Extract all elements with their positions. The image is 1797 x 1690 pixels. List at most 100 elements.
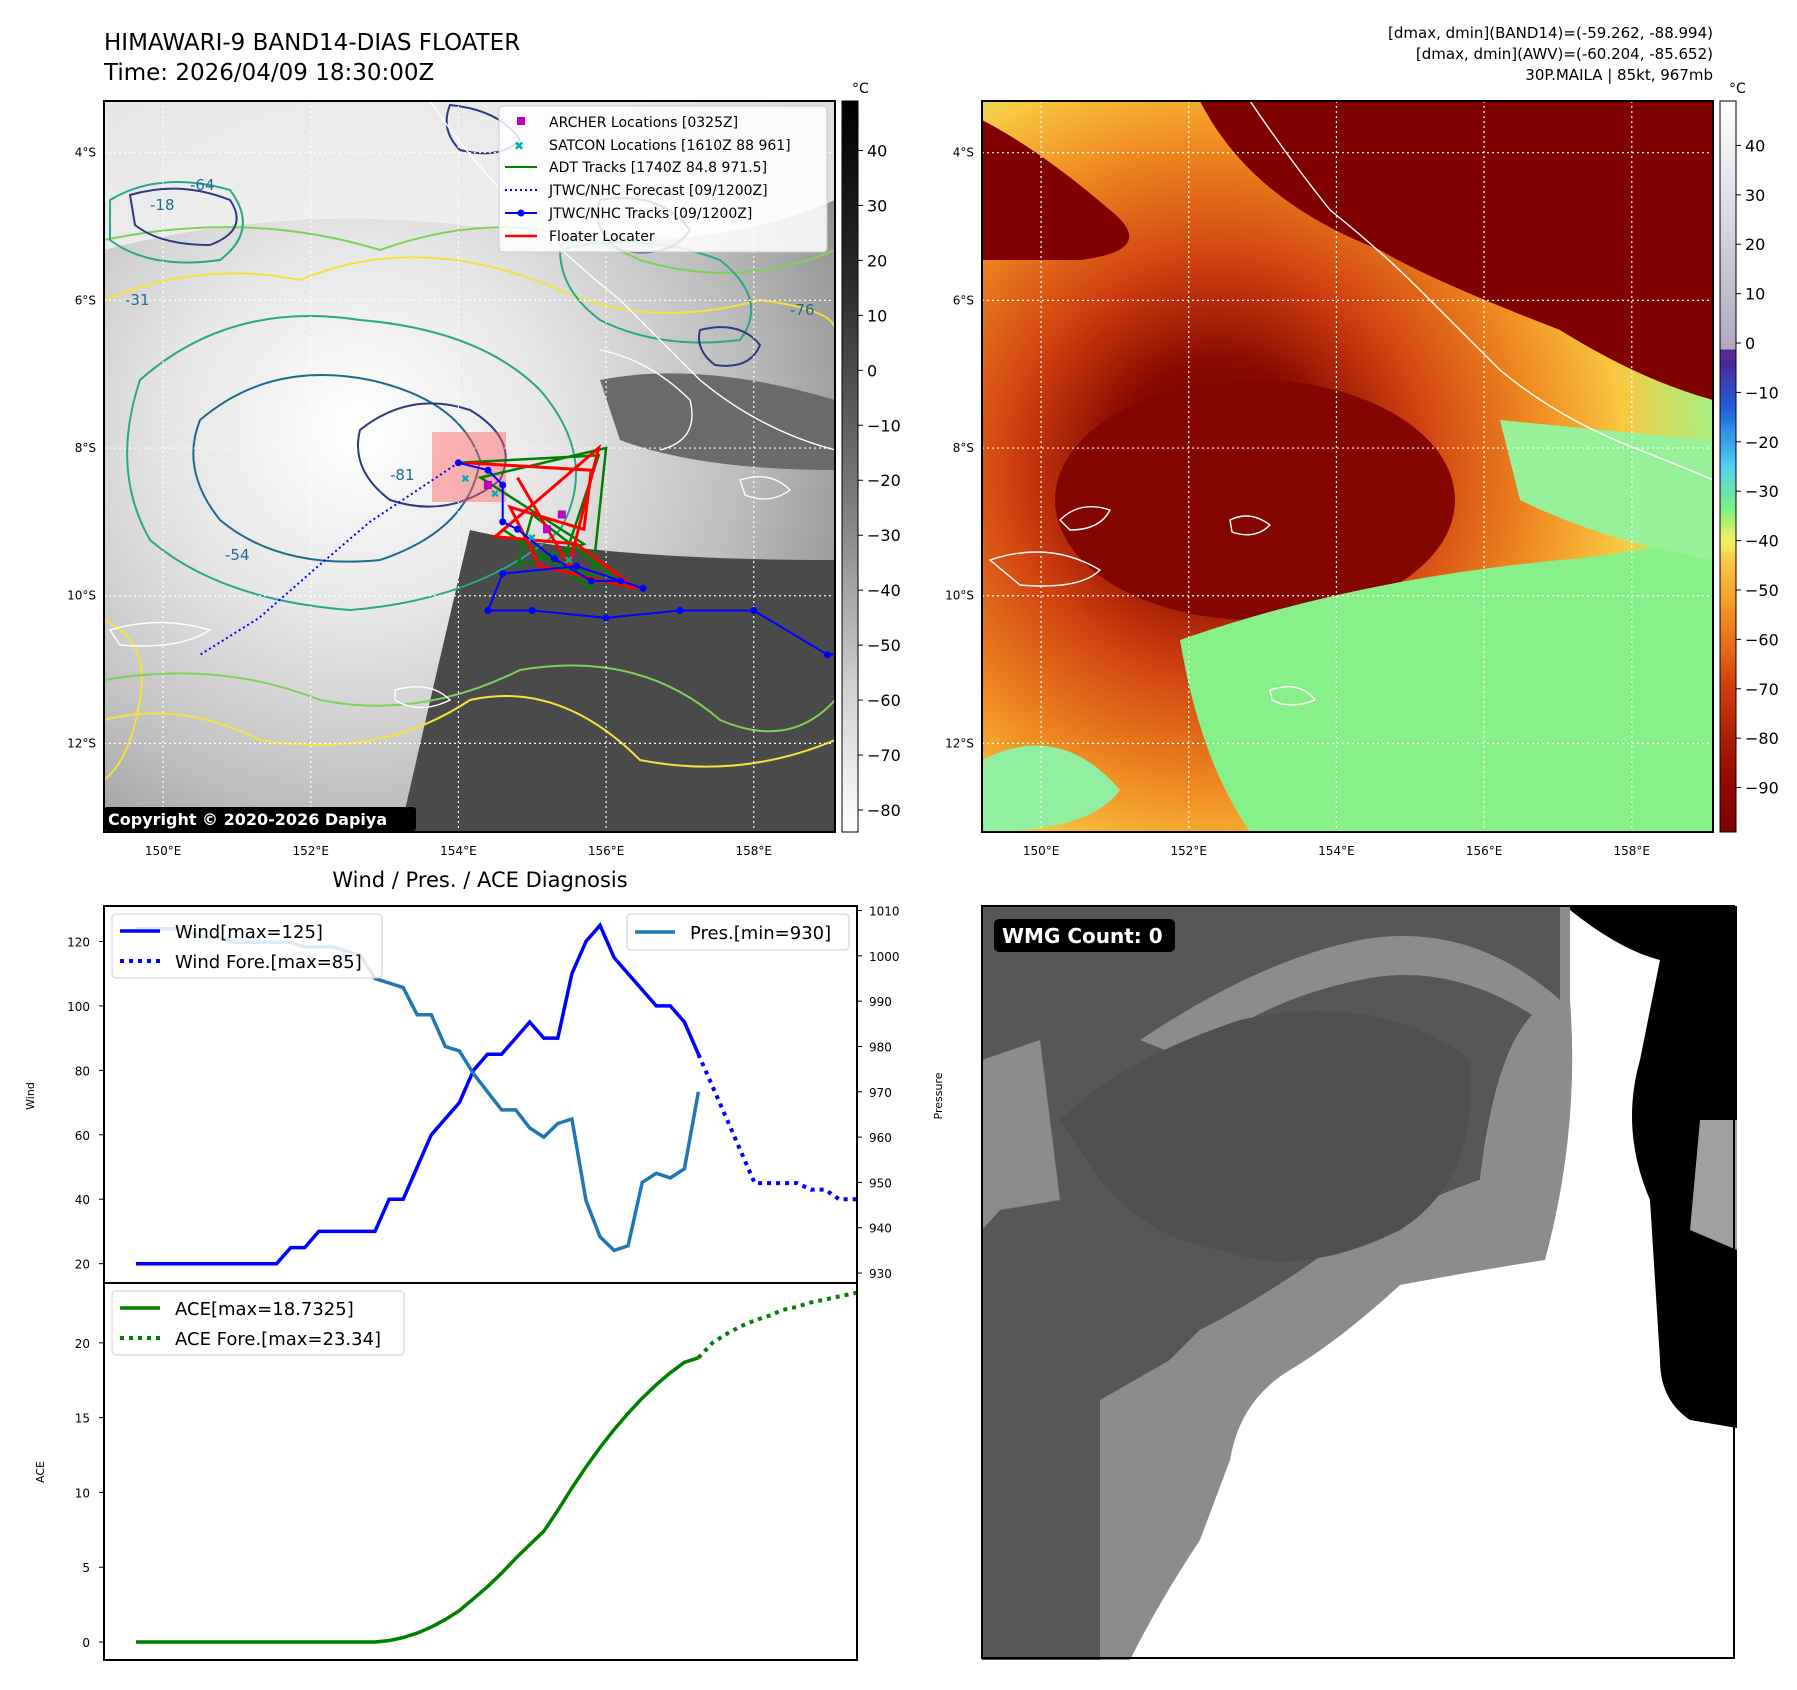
wind-tick-label: 80 [75,1064,90,1078]
wind-tick-label: 60 [75,1129,90,1143]
gridlines [104,101,835,832]
wmg-dark-gray-core [1060,1011,1472,1262]
colorbar-tick-label: −70 [867,746,901,765]
colorbar-tick-label: 10 [867,306,887,325]
jtwc-track-point [676,606,684,614]
gray-colorbar-ticks: 40 30 20 10 0 −10 −20 −30 −40 −50 −60 −70 −80 [858,141,901,820]
satcon-point: ✖ [527,532,536,545]
wind-axis-label: Wind [24,1082,37,1110]
awv-map-panel: 150°E 152°E 154°E 156°E 158°E 4°S 6°S 8°S 10°S 12… [945,100,1714,858]
eyewall-cold-ring [1055,380,1455,620]
colorbar-tick-label: −60 [867,691,901,710]
jtwc-track-point [824,651,832,659]
legend-floater: Floater Locater [549,229,655,245]
coastline [599,349,693,451]
ace-forecast-series-line [696,1290,857,1360]
wind-pressure-panel: 20 40 60 80 100 120 930 940 950 960 970 980 990 1000… [24,905,945,1284]
colorbar-tick-label: −60 [1745,630,1779,649]
lon-tick-label: 150°E [145,844,182,858]
ace-panel-frame [103,1282,858,1661]
satcon-point: ✖ [490,487,499,500]
floater-locator-box [432,432,506,502]
color-colorbar-ticks: 40 30 20 10 0 −10 −20 −30 −40 −50 −60 −70 −80 −90 [1736,136,1779,798]
pressure-legend: Pres.[min=930] [626,913,850,951]
colorbar-tick-label: −10 [1745,383,1779,402]
pressure-tick-label: 970 [869,1086,892,1100]
coastline [1059,506,1111,531]
colorbar-tick-label: −30 [867,526,901,545]
contour-value-label: -76 [790,301,815,319]
ace-axis-ticks: 0 5 10 15 20 [75,1337,104,1650]
ace-legend-label: ACE[max=18.7325] [175,1299,354,1320]
map-legend: ARCHER Locations [0325Z] ✖ SATCON Locati… [498,105,828,253]
colorbar-tick-label: −80 [1745,729,1779,748]
wind-fore-legend-label: Wind Fore.[max=85] [175,952,362,973]
wind-tick-label: 40 [75,1193,90,1207]
jtwc-track-point [639,584,647,592]
colorbar-tick-label: 10 [1745,285,1765,304]
storm-tracks: ✖ ✖ ✖ ✖ [199,443,835,659]
map-legend-box [498,105,828,253]
ace-tick-label: 15 [75,1412,90,1426]
ace-legend-box [111,1290,405,1356]
wind-forecast-series-line [696,1053,857,1202]
wmg-black-region [1570,906,1737,1428]
lat-tick-label: 8°S [953,441,974,455]
jtwc-track-point [499,481,507,489]
coastline [108,621,212,647]
wmg-light-gray-notch [1690,1120,1737,1250]
jtwc-track-point [750,606,758,614]
temperature-contour [104,619,143,781]
temperature-contour [109,181,244,264]
lon-tick-label: 154°E [1318,844,1355,858]
wmg-count-label: WMG Count: 0 [1002,924,1163,948]
gray-colorbar-bar [841,100,859,833]
colorbar-tick-label: −20 [1745,433,1779,452]
wmg-panel: WMG Count: 0 [981,905,1737,1660]
lat-tick-label: 4°S [953,146,974,160]
ace-legend: ACE[max=18.7325] ACE Fore.[max=23.34] [111,1290,405,1356]
colorbar-tick-label: −50 [867,636,901,655]
pressure-tick-label: 950 [869,1176,892,1190]
lat-tick-label: 12°S [945,736,974,750]
pressure-tick-label: 1000 [869,950,900,964]
temperature-contour [357,402,507,508]
jtwc-track-swatch-dot [517,209,525,217]
band14-map-frame [103,100,836,833]
info-storm: 30P.MAILA | 85kt, 967mb [1525,66,1713,84]
pressure-legend-label: Pres.[min=930] [690,923,831,944]
band14-map-panel: ✖✖✖✖ 150°E 152°E 154°E 156°E 158°E4°S6°S8°S1… [67,100,836,858]
colorbar-tick-label: −70 [1745,680,1779,699]
jtwc-track-point [573,562,581,570]
jtwc-track-point [499,570,507,578]
lat-tick-label: 12°S [67,736,96,750]
colorbar-tick-label: 0 [867,361,877,380]
lat-tick-label: 6°S [75,293,96,307]
jtwc-track-point [587,577,595,585]
colorbar-tick-label: 20 [1745,235,1765,254]
satcon-point: ✖ [564,554,573,567]
lon-tick-label: 152°E [1170,844,1207,858]
colorbar-tick-label: −30 [1745,482,1779,501]
jtwc-track-point [499,518,507,526]
lat-tick-label: 10°S [945,589,974,603]
legend-satcon: SATCON Locations [1610Z 88 961] [549,138,791,154]
satcon-point: ✖ [461,473,470,486]
pressure-tick-label: 1010 [869,905,900,919]
pressure-legend-box [626,913,850,951]
ace-fore-legend-label: ACE Fore.[max=23.34] [175,1329,381,1350]
ace-panel: 0 5 10 15 20 ACE ACE[max=18.7325] ACE Fore.[… [34,1282,858,1661]
figure-title: HIMAWARI-9 BAND14-DIAS FLOATER [104,30,520,56]
satcon-marker: ✖ [514,139,524,153]
colorbar-tick-label: 0 [1745,334,1755,353]
copyright-text: Copyright © 2020-2026 Dapiya [108,810,387,829]
figure-time: Time: 2026/04/09 18:30:00Z [103,60,434,86]
clear-green-southeast [1180,520,1713,832]
gray-colorbar: °C 40 30 20 10 0 −10 −20 −30 −40 −50 −60 −70 −80 [841,81,901,833]
pressure-tick-label: 930 [869,1267,892,1281]
lon-tick-label: 158°E [1614,844,1651,858]
legend-jtwc-track: JTWC/NHC Tracks [09/1200Z] [548,206,752,222]
copyright-bg [104,807,416,831]
wind-tick-label: 120 [67,935,90,949]
dark-clear-region-2 [600,373,835,470]
